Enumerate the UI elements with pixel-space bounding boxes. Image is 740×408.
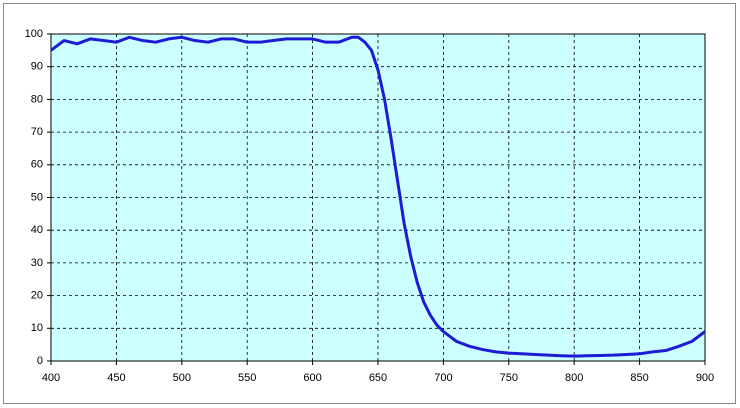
y-tick-label: 60 bbox=[31, 159, 43, 171]
data-line bbox=[50, 35, 706, 358]
x-tick-label: 850 bbox=[630, 372, 648, 384]
y-tick-label: 50 bbox=[31, 191, 43, 203]
x-tick-label: 550 bbox=[238, 372, 256, 384]
y-tick-label: 20 bbox=[31, 290, 43, 302]
x-tick-label: 900 bbox=[696, 372, 714, 384]
x-tick-label: 750 bbox=[500, 372, 518, 384]
y-tick-label: 90 bbox=[31, 61, 43, 73]
y-tick-label: 0 bbox=[37, 355, 43, 367]
x-tick-label: 450 bbox=[107, 372, 125, 384]
x-tick-label: 600 bbox=[303, 372, 321, 384]
plot-border bbox=[50, 33, 706, 362]
x-tick-label: 500 bbox=[173, 372, 191, 384]
x-tick-label: 700 bbox=[434, 372, 452, 384]
y-tick-label: 70 bbox=[31, 126, 43, 138]
x-tick-label: 800 bbox=[565, 372, 583, 384]
x-tick-label: 650 bbox=[369, 372, 387, 384]
y-tick-label: 10 bbox=[31, 322, 43, 334]
y-tick-label: 30 bbox=[31, 257, 43, 269]
y-tick-label: 100 bbox=[25, 28, 43, 40]
x-tick-label: 400 bbox=[42, 372, 60, 384]
y-tick-label: 40 bbox=[31, 224, 43, 236]
y-tick-label: 80 bbox=[31, 93, 43, 105]
